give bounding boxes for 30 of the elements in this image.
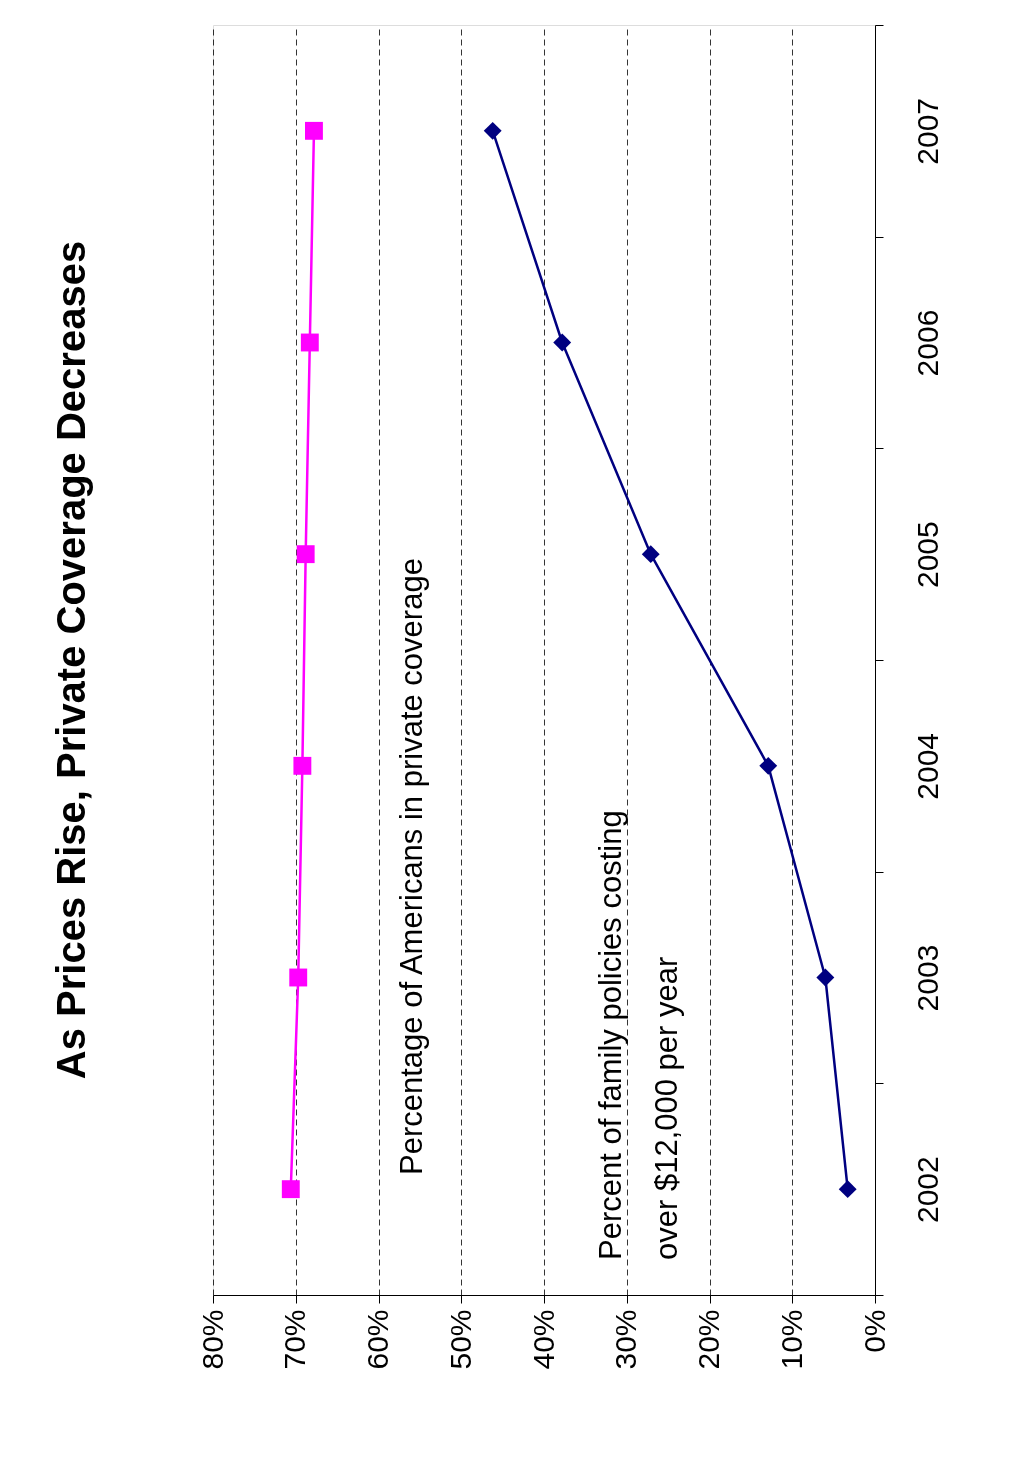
point (838, 1180, 857, 1199)
x-tick-label: 60% (361, 1309, 394, 1370)
point (293, 756, 312, 775)
point (281, 1180, 300, 1199)
y-tick-label: 2003 (910, 944, 944, 1012)
point (483, 121, 502, 140)
point (759, 756, 778, 775)
x-tick-label: 80% (195, 1309, 229, 1370)
point (296, 545, 315, 564)
x-tick-label: 30% (609, 1309, 643, 1370)
y-tick-label: 2006 (910, 309, 944, 377)
x-tick-label: 70% (278, 1309, 312, 1370)
text: As Prices Rise, Private Coverage Decreases (49, 240, 93, 1080)
y-tick-label: 2005 (910, 521, 944, 589)
x-tick-label: 50% (443, 1309, 477, 1370)
text: Percentage of Americans in private coverage (394, 558, 429, 1175)
x-tick-label: 0% (857, 1309, 891, 1353)
point (553, 333, 572, 352)
x-tick-label: 10% (774, 1309, 808, 1370)
text: Percent of family policies costing over $12,000 per year (593, 810, 684, 1260)
point (641, 545, 660, 564)
x-tick-label: 40% (526, 1309, 560, 1370)
y-tick-label: 2007 (910, 97, 944, 165)
y-tick-label: 2002 (910, 1156, 944, 1224)
point (305, 121, 323, 140)
point (816, 968, 835, 987)
point (289, 968, 308, 987)
point (300, 333, 319, 352)
y-tick-label: 2004 (910, 732, 944, 800)
x-tick-label: 20% (692, 1309, 725, 1370)
